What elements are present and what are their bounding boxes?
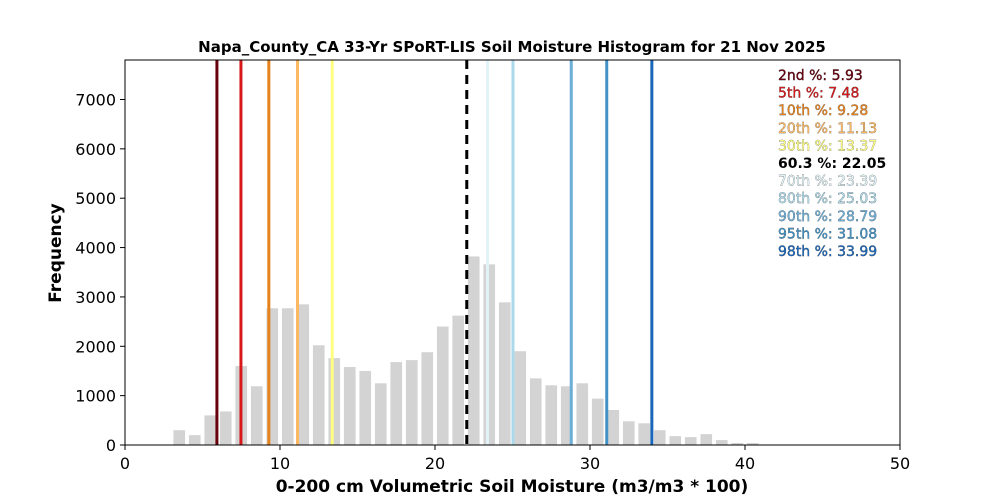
histogram-bar: [467, 256, 480, 445]
histogram-bar: [498, 302, 511, 445]
histogram-bar: [405, 360, 418, 445]
histogram-bar: [684, 437, 697, 445]
histogram-bar: [514, 351, 527, 445]
histogram-bar: [452, 315, 465, 445]
histogram-bar: [343, 367, 356, 445]
x-tick-label: 20: [425, 454, 445, 473]
histogram-bar: [250, 386, 263, 445]
histogram-bar: [390, 362, 403, 445]
histogram-bar: [188, 435, 201, 445]
histogram-bar: [529, 378, 542, 445]
y-tick-label: 7000: [75, 90, 116, 109]
x-tick-label: 0: [120, 454, 130, 473]
y-tick-label: 0: [106, 436, 116, 455]
histogram-bar: [328, 358, 341, 445]
histogram-bar: [607, 409, 620, 445]
legend-entry: 20th %: 11.13: [778, 121, 877, 137]
y-tick-label: 2000: [75, 337, 116, 356]
histogram-bars: [173, 256, 759, 445]
histogram-bar: [653, 430, 666, 445]
histogram-bar: [576, 383, 589, 445]
plot-frame: [124, 59, 901, 446]
histogram-bar: [715, 440, 728, 445]
histogram-bar: [731, 443, 744, 445]
x-axis-ticks: 0 10 20 30 40 50: [120, 445, 910, 473]
legend-entry: 95th %: 31.08: [778, 226, 877, 242]
legend-entry: 90th %: 28.79: [778, 209, 877, 225]
histogram-bar: [297, 304, 310, 445]
histogram-bar: [669, 436, 682, 445]
histogram-bar: [545, 385, 558, 445]
legend-entry: 10th %: 9.28: [778, 103, 868, 119]
histogram-bar: [359, 370, 372, 445]
legend-entry: 98th %: 33.99: [778, 244, 877, 260]
legend-entry: 70th %: 23.39: [778, 174, 877, 190]
legend-entry: 60.3 %: 22.05: [778, 156, 886, 172]
legend-entry: 80th %: 25.03: [778, 191, 877, 207]
legend-entry: 5th %: 7.48: [778, 86, 859, 102]
x-tick-label: 30: [580, 454, 600, 473]
histogram-bar: [746, 443, 759, 445]
histogram-bar: [266, 308, 279, 445]
y-tick-label: 6000: [75, 140, 116, 159]
x-axis-label: 0-200 cm Volumetric Soil Moisture (m3/m3…: [276, 477, 749, 497]
x-tick-label: 50: [890, 454, 910, 473]
legend-entry: 30th %: 13.37: [778, 138, 877, 154]
histogram-bar: [421, 352, 434, 445]
legend-entry: 2nd %: 5.93: [778, 68, 863, 84]
percentile-lines: [215, 60, 654, 445]
histogram-bar: [560, 386, 573, 445]
histogram-bar: [436, 326, 449, 445]
histogram-bar: [700, 434, 713, 445]
histogram-bar: [219, 411, 232, 445]
histogram-bar: [312, 345, 325, 445]
histogram-bar: [204, 415, 217, 445]
histogram-bar: [374, 383, 387, 445]
histogram-bar: [638, 423, 651, 445]
y-tick-label: 5000: [75, 189, 116, 208]
histogram-bar: [173, 430, 186, 445]
y-axis-ticks: 0 1000 2000 3000 4000 5000 6000 7000: [75, 90, 125, 455]
histogram-bar: [281, 308, 294, 445]
chart-title: Napa_County_CA 33-Yr SPoRT-LIS Soil Mois…: [198, 38, 826, 56]
histogram-bar: [591, 398, 604, 445]
histogram-bar: [622, 421, 635, 445]
histogram-bar: [483, 264, 496, 445]
y-axis-label: Frequency: [46, 203, 66, 303]
y-tick-label: 4000: [75, 239, 116, 258]
y-tick-label: 3000: [75, 288, 116, 307]
y-tick-label: 1000: [75, 387, 116, 406]
x-tick-label: 40: [735, 454, 755, 473]
x-tick-label: 10: [270, 454, 290, 473]
